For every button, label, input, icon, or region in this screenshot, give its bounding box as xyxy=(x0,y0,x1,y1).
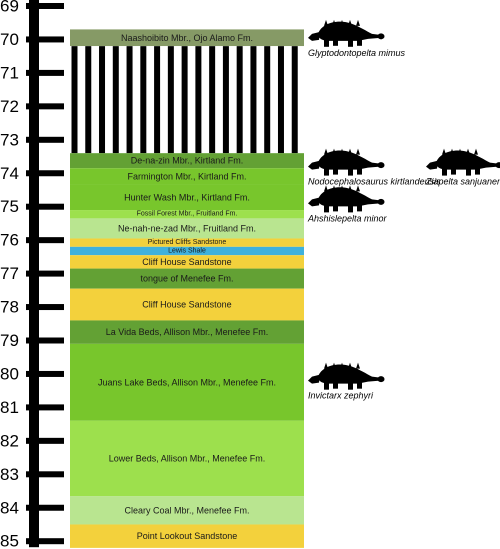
formation-unit xyxy=(70,238,304,247)
formation-unit xyxy=(70,288,304,321)
scale-tick xyxy=(26,304,64,311)
formation-unit xyxy=(70,218,304,239)
formation-unit-label: tongue of Menefee Fm. xyxy=(140,274,233,284)
hiatus-stripe xyxy=(126,46,133,154)
scale-tick-label: 78 xyxy=(0,298,19,317)
formation-unit-label: Pictured Cliffs Sandstone xyxy=(148,239,227,246)
scale-tick-label: 69 xyxy=(0,0,19,16)
formation-unit-label: Ne-nah-ne-zad Mbr., Fruitland Fm. xyxy=(118,223,256,233)
hiatus-stripe xyxy=(140,46,147,154)
scale-tick xyxy=(26,136,64,143)
hiatus-stripe xyxy=(167,46,174,154)
formation-unit xyxy=(70,184,304,211)
hiatus-stripe xyxy=(154,46,161,154)
hiatus-stripe xyxy=(85,46,92,154)
scale-tick-label: 74 xyxy=(0,164,19,183)
scale-tick-label: 84 xyxy=(0,498,19,517)
formation-unit xyxy=(70,210,304,219)
hiatus-stripe xyxy=(99,46,106,154)
hiatus-stripe xyxy=(222,46,229,154)
hiatus-stripe xyxy=(250,46,257,154)
formation-unit xyxy=(70,343,304,421)
scale-tick-label: 70 xyxy=(0,30,19,49)
formation-unit-label: Hunter Wash Mbr., Kirtland Fm. xyxy=(124,193,250,203)
hiatus-stripe xyxy=(236,46,243,154)
scale-tick-label: 75 xyxy=(0,197,19,216)
taxon-name: Ziapelta sanjuanensis xyxy=(425,177,500,187)
formation-unit-label: Cleary Coal Mbr., Menefee Fm. xyxy=(124,505,249,515)
formation-unit xyxy=(70,168,304,185)
taxon-name: Glyptodontopelta mimus xyxy=(308,48,406,58)
formation-unit-label: Farmington Mbr., Kirtland Fm. xyxy=(127,172,246,182)
ankylosaur-silhouette-icon xyxy=(426,148,500,176)
scale-tick xyxy=(26,69,64,76)
taxon-name: Invictarx zephyri xyxy=(308,391,374,401)
formation-unit-label: Lewis Shale xyxy=(168,248,206,255)
hiatus-stripe xyxy=(264,46,271,154)
taxa-occurrences: Glyptodontopelta mimus Nodocephalosaurus … xyxy=(307,19,500,401)
scale-tick-label: 77 xyxy=(0,264,19,283)
formation-unit xyxy=(70,246,304,256)
scale-tick xyxy=(26,203,64,210)
scale-tick-label: 85 xyxy=(0,532,19,549)
taxon-name: Nodocephalosaurus kirtlandensis xyxy=(308,177,441,187)
formation-unit xyxy=(70,153,304,169)
scale-tick-label: 71 xyxy=(0,63,19,82)
scale-tick-label: 83 xyxy=(0,465,19,484)
formation-unit xyxy=(70,524,304,548)
scale-tick xyxy=(26,504,64,511)
formation-unit-label: La Vida Beds, Allison Mbr., Menefee Fm. xyxy=(106,327,268,337)
hiatus-stripe xyxy=(277,46,284,154)
scale-tick xyxy=(26,471,64,478)
hiatus-stripe xyxy=(291,46,298,154)
hiatus-stripe xyxy=(71,46,78,154)
taxon-name: Ahshislepelta minor xyxy=(307,213,388,223)
hiatus-block xyxy=(70,46,304,154)
scale-tick xyxy=(26,370,64,377)
formation-unit xyxy=(70,255,304,269)
scale-tick xyxy=(26,103,64,110)
scale-tick-label: 82 xyxy=(0,431,19,450)
scale-tick xyxy=(26,538,64,545)
formation-unit-label: De-na-zin Mbr., Kirtland Fm. xyxy=(131,156,244,166)
formation-unit-label: Point Lookout Sandstone xyxy=(137,531,238,541)
formation-unit xyxy=(70,420,304,497)
formation-unit xyxy=(70,29,304,47)
ankylosaur-silhouette-icon xyxy=(308,362,385,390)
scale-tick xyxy=(26,404,64,411)
ankylosaur-silhouette-icon xyxy=(308,148,385,176)
scale-tick xyxy=(26,437,64,444)
formation-unit-label: Naashoibito Mbr., Ojo Alamo Fm. xyxy=(121,33,253,43)
ankylosaur-silhouette-icon xyxy=(308,185,385,213)
formation-unit-label: Lower Beds, Allison Mbr., Menefee Fm. xyxy=(109,453,266,463)
formation-unit-label: Juans Lake Beds, Allison Mbr., Menefee F… xyxy=(98,377,276,387)
formation-column: Naashoibito Mbr., Ojo Alamo Fm. De-na-zin… xyxy=(70,29,304,548)
formation-unit-label: Cliff House Sandstone xyxy=(142,257,231,267)
formation-unit-label: Cliff House Sandstone xyxy=(142,300,231,310)
age-scale: 69 70 71 72 73 74 75 76 77 78 79 80 81 82 83 84 85 xyxy=(0,0,64,549)
scale-tick-label: 80 xyxy=(0,364,19,383)
formation-unit xyxy=(70,268,304,289)
scale-tick xyxy=(26,337,64,344)
hiatus-stripe xyxy=(209,46,216,154)
hiatus-stripe xyxy=(195,46,202,154)
scale-tick-label: 72 xyxy=(0,97,19,116)
scale-tick xyxy=(26,237,64,244)
scale-tick-label: 73 xyxy=(0,130,19,149)
formation-unit-label: Fossil Forest Mbr., Fruitland Fm. xyxy=(137,211,238,218)
scale-tick xyxy=(26,3,64,9)
formation-unit xyxy=(70,496,304,525)
scale-tick-label: 79 xyxy=(0,331,19,350)
scale-tick xyxy=(26,170,64,177)
scale-tick-label: 76 xyxy=(0,231,19,250)
formation-unit xyxy=(70,320,304,344)
hiatus-stripe xyxy=(181,46,188,154)
scale-tick xyxy=(26,36,64,43)
scale-tick-label: 81 xyxy=(0,398,19,417)
scale-tick xyxy=(26,270,64,277)
ankylosaur-silhouette-icon xyxy=(308,19,385,47)
hiatus-stripe xyxy=(112,46,119,154)
